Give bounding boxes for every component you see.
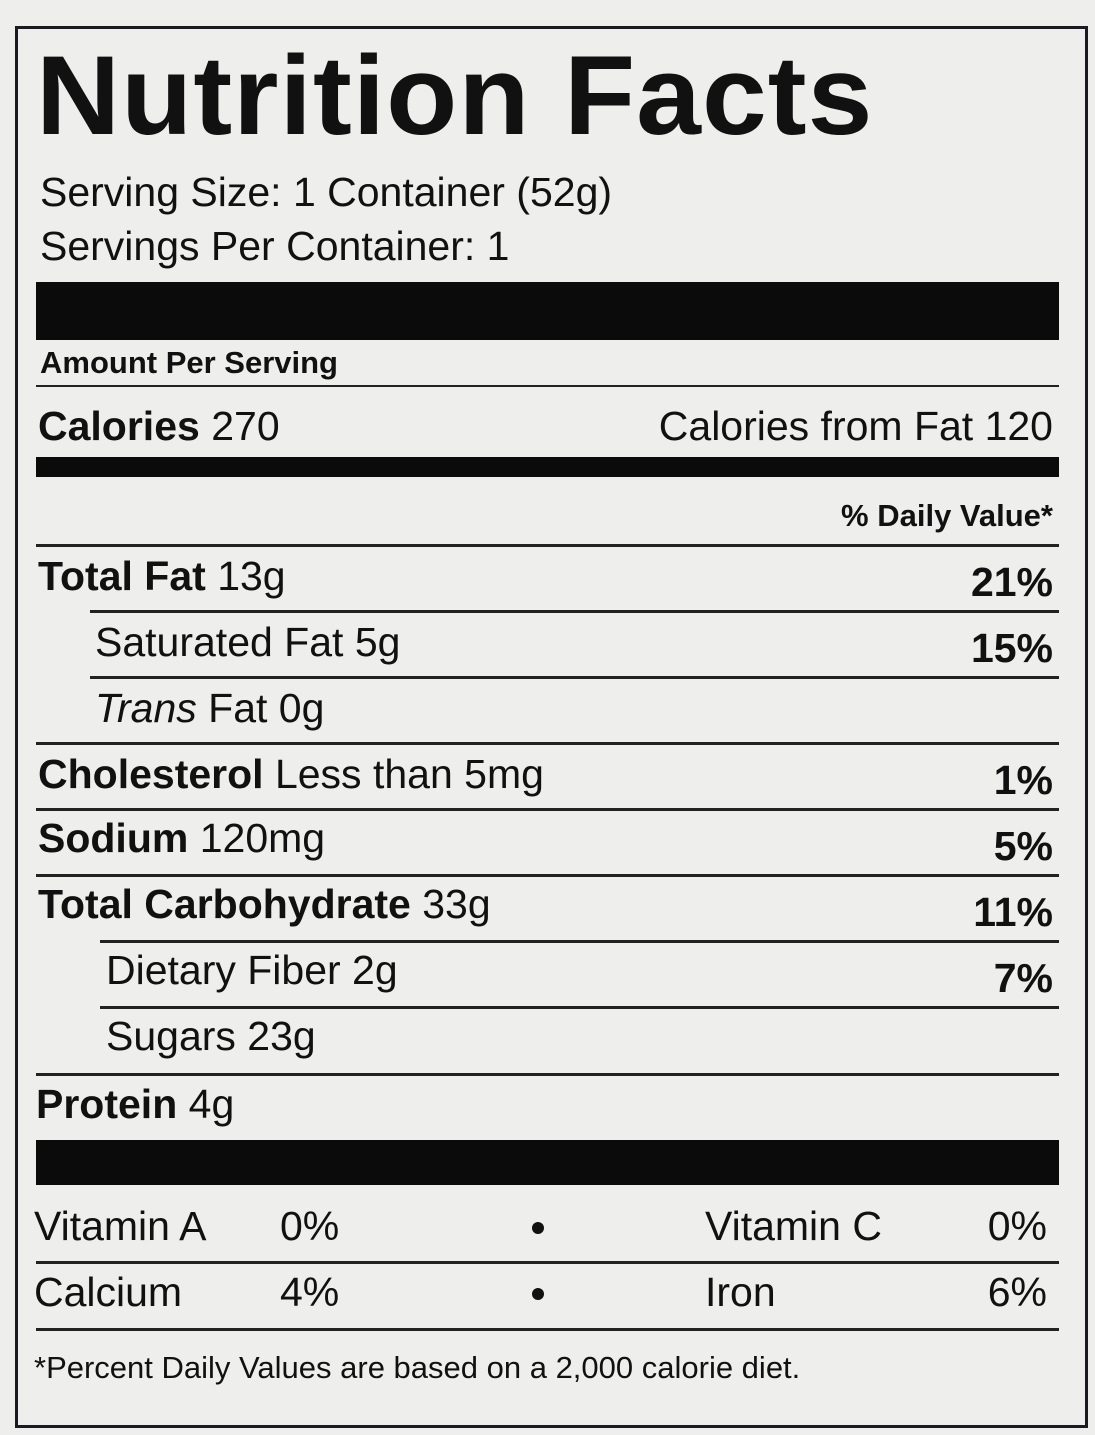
medium-divider (36, 457, 1059, 477)
nutrient-value: 33g (422, 881, 491, 927)
calories-row: Calories 270 (38, 406, 280, 447)
nutrient-dv: 11% (973, 889, 1053, 935)
divider (100, 1006, 1059, 1009)
divider (36, 808, 1059, 811)
nutrient-label: Fat 0g (208, 685, 325, 731)
thick-divider (36, 282, 1059, 340)
footnote: *Percent Daily Values are based on a 2,0… (34, 1350, 801, 1385)
nutrient-value: 13g (217, 553, 286, 599)
bullet-icon (532, 1288, 544, 1300)
divider (36, 1261, 1059, 1264)
nutrient-label: Cholesterol (38, 751, 264, 797)
thick-divider (36, 1140, 1059, 1185)
nutrient-label-italic: Trans (95, 685, 197, 731)
divider (36, 874, 1059, 877)
calcium-label: Calcium (34, 1269, 183, 1315)
divider (100, 940, 1059, 943)
calories-label: Calories (38, 403, 200, 449)
calcium-value: 4% (280, 1269, 340, 1315)
vitamin-a-value: 0% (280, 1203, 340, 1249)
nutrient-value: Less than 5mg (274, 751, 544, 797)
label-border (15, 26, 1088, 1428)
divider (36, 1073, 1059, 1076)
nutrient-label: Total Carbohydrate (38, 881, 411, 927)
servings-per-container: Servings Per Container: 1 (40, 223, 510, 269)
serving-size: Serving Size: 1 Container (52g) (40, 169, 613, 215)
vitamin-a-label: Vitamin A (34, 1203, 207, 1249)
divider (36, 1328, 1059, 1331)
iron-value: 6% (987, 1269, 1047, 1315)
divider (36, 544, 1059, 547)
daily-value-header: % Daily Value* (841, 498, 1053, 533)
divider (36, 385, 1059, 387)
nutrient-cholesterol: Cholesterol Less than 5mg (38, 754, 544, 795)
nutrient-label: Sodium (38, 815, 189, 861)
calories-from-fat: Calories from Fat 120 (658, 403, 1053, 449)
nutrient-trans-fat: Trans Fat 0g (95, 688, 324, 729)
nutrient-dv: 5% (993, 823, 1053, 869)
nutrient-sugars: Sugars 23g (106, 1013, 316, 1059)
iron-label: Iron (705, 1269, 776, 1315)
bullet-icon (532, 1222, 544, 1234)
vitamin-c-label: Vitamin C (705, 1203, 882, 1249)
divider (90, 676, 1059, 679)
title: Nutrition Facts (36, 33, 874, 158)
divider (90, 610, 1059, 613)
amount-per-serving: Amount Per Serving (40, 345, 338, 380)
nutrient-protein: Protein 4g (36, 1084, 234, 1125)
calories-value: 270 (211, 403, 280, 449)
nutrient-label: Protein (36, 1081, 178, 1127)
nutrient-label: Total Fat (38, 553, 206, 599)
nutrient-total-carbohydrate: Total Carbohydrate 33g (38, 884, 491, 925)
nutrient-dv: 21% (970, 559, 1053, 605)
nutrient-dv: 1% (993, 757, 1053, 803)
nutrient-dv: 15% (970, 625, 1053, 671)
divider (36, 742, 1059, 745)
nutrient-saturated-fat: Saturated Fat 5g (95, 619, 401, 665)
nutrient-dietary-fiber: Dietary Fiber 2g (106, 947, 398, 993)
nutrient-value: 4g (188, 1081, 235, 1127)
nutrient-value: 120mg (199, 815, 326, 861)
vitamin-c-value: 0% (987, 1203, 1047, 1249)
nutrient-sodium: Sodium 120mg (38, 818, 325, 859)
nutrient-total-fat: Total Fat 13g (38, 556, 286, 597)
nutrient-dv: 7% (993, 955, 1053, 1001)
